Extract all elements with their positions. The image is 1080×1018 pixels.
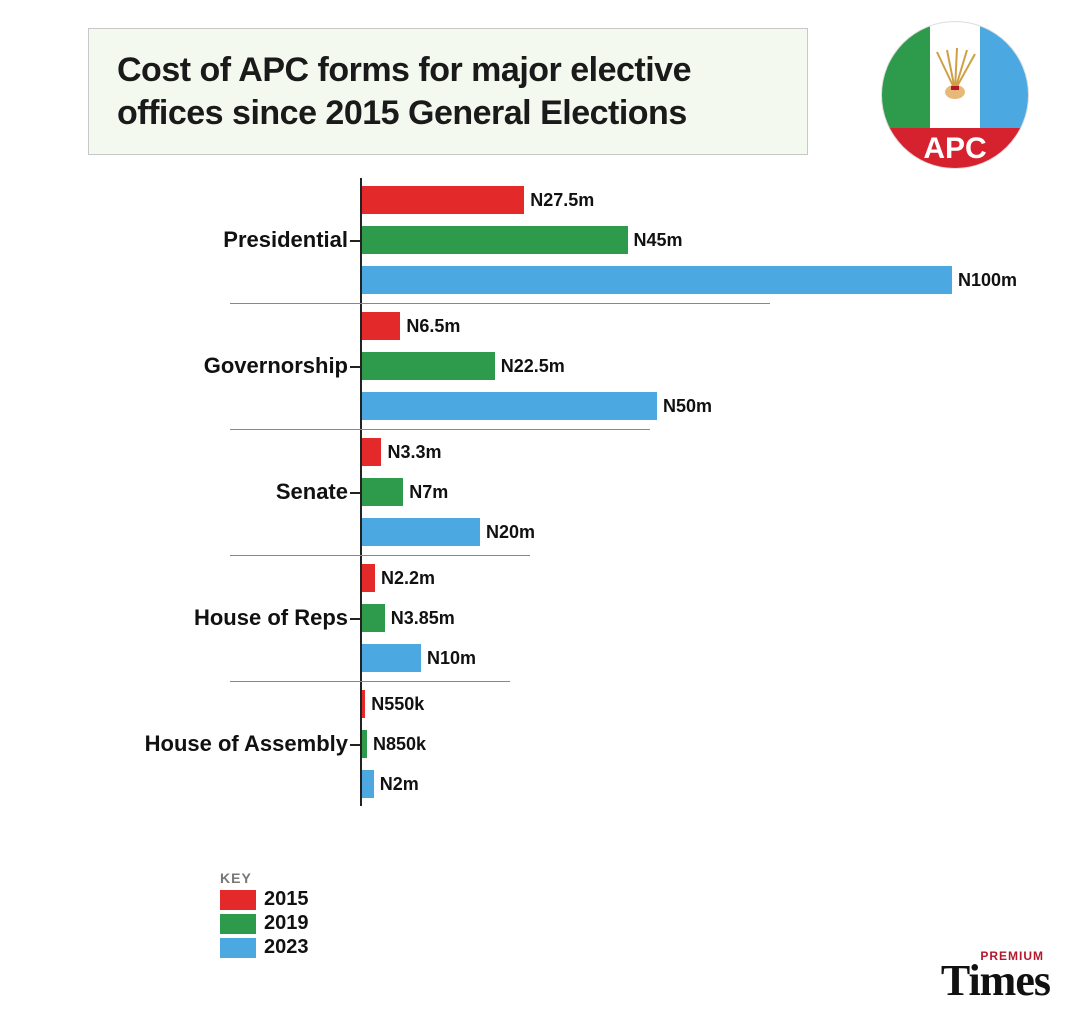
group-divider — [230, 429, 650, 430]
bar-value-label: N22.5m — [501, 356, 565, 377]
legend-label: 2023 — [264, 936, 309, 959]
bar — [362, 690, 365, 718]
bar-row: N50m — [362, 392, 712, 420]
legend-swatch — [220, 938, 256, 958]
bar-value-label: N6.5m — [406, 316, 460, 337]
apc-logo: APC — [880, 20, 1030, 170]
legend-swatch — [220, 890, 256, 910]
bar — [362, 266, 952, 294]
group-divider — [230, 555, 530, 556]
bar — [362, 604, 385, 632]
bar-value-label: N100m — [958, 270, 1017, 291]
bar-row: N2.2m — [362, 564, 435, 592]
category-label: Presidential — [130, 227, 348, 253]
chart-group: House of Assembly N550k N850k N2m — [130, 690, 1030, 798]
bar-row: N3.3m — [362, 438, 442, 466]
bar-value-label: N7m — [409, 482, 448, 503]
legend-title: KEY — [220, 870, 309, 886]
chart-group: Governorship N6.5m N22.5m N50m — [130, 312, 1030, 420]
bar — [362, 644, 421, 672]
bar-value-label: N20m — [486, 522, 535, 543]
bar-row: N22.5m — [362, 352, 565, 380]
group-divider — [230, 303, 770, 304]
bar — [362, 312, 400, 340]
bar-value-label: N550k — [371, 694, 424, 715]
bar — [362, 186, 524, 214]
group-divider — [230, 681, 510, 682]
chart-title-box: Cost of APC forms for major elective off… — [88, 28, 808, 155]
bar — [362, 564, 375, 592]
svg-text:APC: APC — [923, 132, 986, 165]
legend-label: 2015 — [264, 888, 309, 911]
bar-row: N20m — [362, 518, 535, 546]
bar-row: N850k — [362, 730, 426, 758]
chart-title: Cost of APC forms for major elective off… — [117, 49, 779, 134]
bar-row: N6.5m — [362, 312, 460, 340]
bar — [362, 392, 657, 420]
chart-group: Presidential N27.5m N45m N100m — [130, 186, 1030, 294]
bar — [362, 518, 480, 546]
bar — [362, 352, 495, 380]
category-label: Senate — [130, 479, 348, 505]
legend-item: 2023 — [220, 936, 309, 959]
bar — [362, 478, 403, 506]
legend: KEY 201520192023 — [220, 870, 309, 960]
bar-row: N550k — [362, 690, 424, 718]
bar-value-label: N27.5m — [530, 190, 594, 211]
bar-row: N27.5m — [362, 186, 594, 214]
chart-group: Senate N3.3m N7m N20m — [130, 438, 1030, 546]
legend-label: 2019 — [264, 912, 309, 935]
bar — [362, 438, 381, 466]
bar-value-label: N3.85m — [391, 608, 455, 629]
bar-value-label: N850k — [373, 734, 426, 755]
bar-row: N3.85m — [362, 604, 455, 632]
bar-row: N2m — [362, 770, 419, 798]
bar-value-label: N2m — [380, 774, 419, 795]
bar-value-label: N45m — [634, 230, 683, 251]
bar — [362, 770, 374, 798]
chart-group: House of Reps N2.2m N3.85m N10m — [130, 564, 1030, 672]
bar-row: N45m — [362, 226, 683, 254]
category-label: House of Assembly — [130, 731, 348, 757]
bar-row: N7m — [362, 478, 448, 506]
bar-row: N10m — [362, 644, 476, 672]
legend-swatch — [220, 914, 256, 934]
bar-row: N100m — [362, 266, 1017, 294]
bar-value-label: N50m — [663, 396, 712, 417]
bar — [362, 730, 367, 758]
bar-value-label: N10m — [427, 648, 476, 669]
category-label: Governorship — [130, 353, 348, 379]
publisher-times: Times — [941, 955, 1050, 1006]
legend-item: 2019 — [220, 912, 309, 935]
publisher-brand: PREMIUM Times — [941, 949, 1050, 1006]
category-label: House of Reps — [130, 605, 348, 631]
bar-value-label: N2.2m — [381, 568, 435, 589]
legend-item: 2015 — [220, 888, 309, 911]
bar-value-label: N3.3m — [387, 442, 441, 463]
bar — [362, 226, 628, 254]
